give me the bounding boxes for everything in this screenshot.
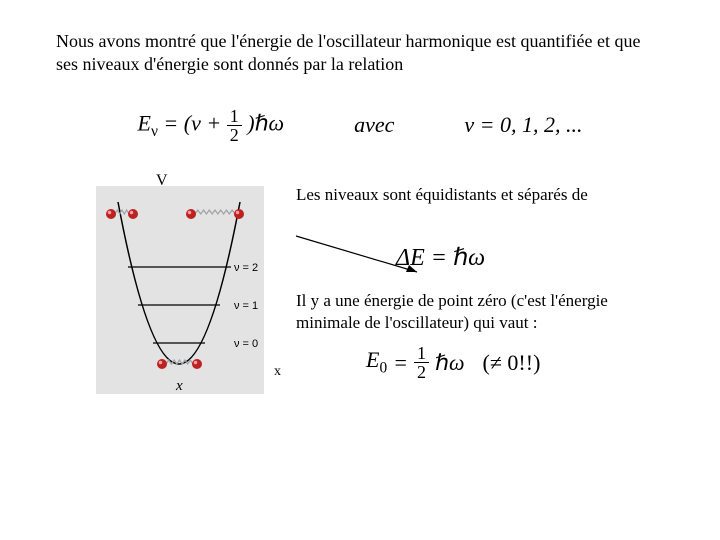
nu-range: ν = 0, 1, 2, ...	[464, 112, 582, 138]
levels-equidistant-text: Les niveaux sont équidistants et séparés…	[296, 184, 664, 206]
energy-formula-row: Eν = (ν + 12 )ℏω avec ν = 0, 1, 2, ...	[56, 107, 664, 144]
zero-point-text: Il y a une énergie de point zéro (c'est …	[296, 290, 664, 334]
v-axis-label: V	[156, 172, 168, 190]
harmonic-oscillator-diagram: V ν = 0ν = 1ν = 2x x	[96, 178, 276, 408]
e0-formula: E0 = 12 ℏω (≠ 0!!)	[366, 344, 664, 381]
svg-text:x: x	[175, 378, 183, 394]
svg-text:ν = 2: ν = 2	[234, 262, 258, 274]
energy-formula: Eν = (ν + 12 )ℏω	[138, 107, 285, 144]
oscillator-svg: ν = 0 ν = 1 ν = 2 x	[96, 178, 264, 394]
avec-label: avec	[354, 112, 394, 138]
svg-text:ν = 1: ν = 1	[234, 300, 258, 312]
intro-text: Nous avons montré que l'énergie de l'osc…	[56, 30, 664, 77]
x-label-outer: x	[274, 364, 281, 380]
svg-text:ν = 0: ν = 0	[234, 338, 258, 350]
delta-e-formula: ΔE = ℏω	[396, 243, 664, 272]
